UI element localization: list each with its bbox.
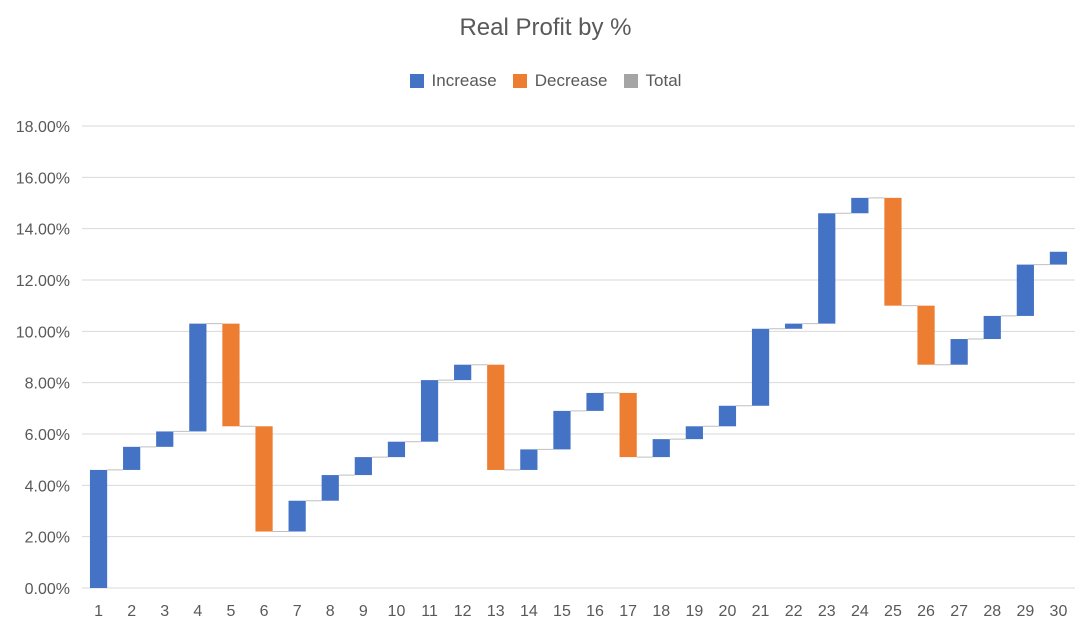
bar-decrease	[884, 197, 902, 306]
x-tick-label: 6	[260, 603, 269, 620]
x-tick-label: 7	[293, 603, 302, 620]
x-tick-label: 3	[160, 603, 169, 620]
x-tick-label: 14	[520, 603, 538, 620]
x-tick-label: 12	[454, 603, 472, 620]
legend-item-increase: Increase	[409, 71, 497, 91]
bar-increase	[288, 500, 306, 532]
x-tick-label: 22	[785, 603, 803, 620]
x-tick-label: 4	[193, 603, 202, 620]
legend-swatch-decrease	[512, 74, 527, 88]
x-tick-label: 2	[127, 603, 136, 620]
bar-decrease	[222, 323, 240, 427]
bar-increase	[652, 439, 670, 458]
bar-decrease	[917, 305, 935, 365]
x-tick-label: 19	[685, 603, 703, 620]
bar-increase	[1049, 251, 1068, 265]
y-tick-label: 6.00%	[25, 427, 70, 444]
bar-decrease	[619, 392, 637, 458]
bar-increase	[156, 431, 174, 447]
y-tick-label: 0.00%	[25, 581, 70, 598]
bar-increase	[851, 197, 869, 214]
bar-increase	[718, 405, 737, 427]
x-tick-label: 8	[326, 603, 335, 620]
x-tick-label: 9	[359, 603, 368, 620]
y-tick-label: 2.00%	[25, 530, 70, 547]
y-tick-label: 10.00%	[16, 324, 70, 341]
y-tick-label: 16.00%	[16, 170, 70, 187]
x-tick-label: 18	[652, 603, 670, 620]
x-tick-label: 28	[983, 603, 1001, 620]
x-tick-label: 16	[586, 603, 604, 620]
bar-increase	[354, 457, 372, 476]
bar-increase	[123, 446, 141, 470]
bar-increase	[785, 323, 803, 329]
x-tick-label: 23	[818, 603, 836, 620]
x-tick-label: 17	[619, 603, 637, 620]
legend-swatch-increase	[409, 74, 424, 88]
x-tick-label: 21	[752, 603, 770, 620]
bar-increase	[387, 441, 406, 458]
bar-increase	[751, 328, 770, 406]
bar-decrease	[255, 426, 273, 532]
bar-increase	[520, 449, 538, 470]
x-tick-label: 10	[388, 603, 406, 620]
x-tick-label: 11	[421, 603, 438, 620]
bar-increase	[553, 410, 571, 450]
x-tick-label: 13	[487, 603, 505, 620]
bar-increase	[89, 469, 108, 588]
legend: Increase Decrease Total	[0, 71, 1091, 91]
legend-item-total: Total	[623, 71, 682, 91]
bar-decrease	[487, 364, 505, 470]
x-tick-label: 26	[917, 603, 935, 620]
legend-item-decrease: Decrease	[512, 71, 608, 91]
bar-increase	[189, 323, 207, 432]
bar-increase	[454, 364, 472, 381]
y-tick-label: 4.00%	[25, 478, 70, 495]
chart-title: Real Profit by %	[459, 14, 632, 41]
x-tick-label: 24	[851, 603, 869, 620]
bar-increase	[818, 213, 836, 324]
y-tick-label: 8.00%	[25, 376, 70, 393]
y-tick-label: 14.00%	[16, 222, 70, 239]
bar-increase	[420, 380, 439, 442]
bar-increase	[685, 426, 703, 440]
x-tick-label: 5	[226, 603, 235, 620]
bar-increase	[586, 392, 604, 411]
x-tick-label: 30	[1050, 603, 1068, 620]
y-tick-label: 12.00%	[16, 273, 70, 290]
x-tick-label: 25	[884, 603, 902, 620]
legend-swatch-total	[623, 74, 638, 88]
bar-increase	[321, 475, 339, 501]
legend-label-total: Total	[645, 71, 682, 90]
x-tick-label: 20	[719, 603, 737, 620]
x-tick-label: 29	[1016, 603, 1034, 620]
x-tick-label: 15	[553, 603, 571, 620]
legend-label-increase: Increase	[431, 71, 497, 90]
legend-label-decrease: Decrease	[534, 71, 608, 90]
bar-increase	[950, 339, 968, 365]
bar-increase	[983, 315, 1001, 340]
x-tick-label: 1	[94, 603, 103, 620]
x-tick-label: 27	[950, 603, 968, 620]
bar-increase	[1016, 264, 1034, 316]
y-tick-label: 18.00%	[16, 119, 70, 136]
